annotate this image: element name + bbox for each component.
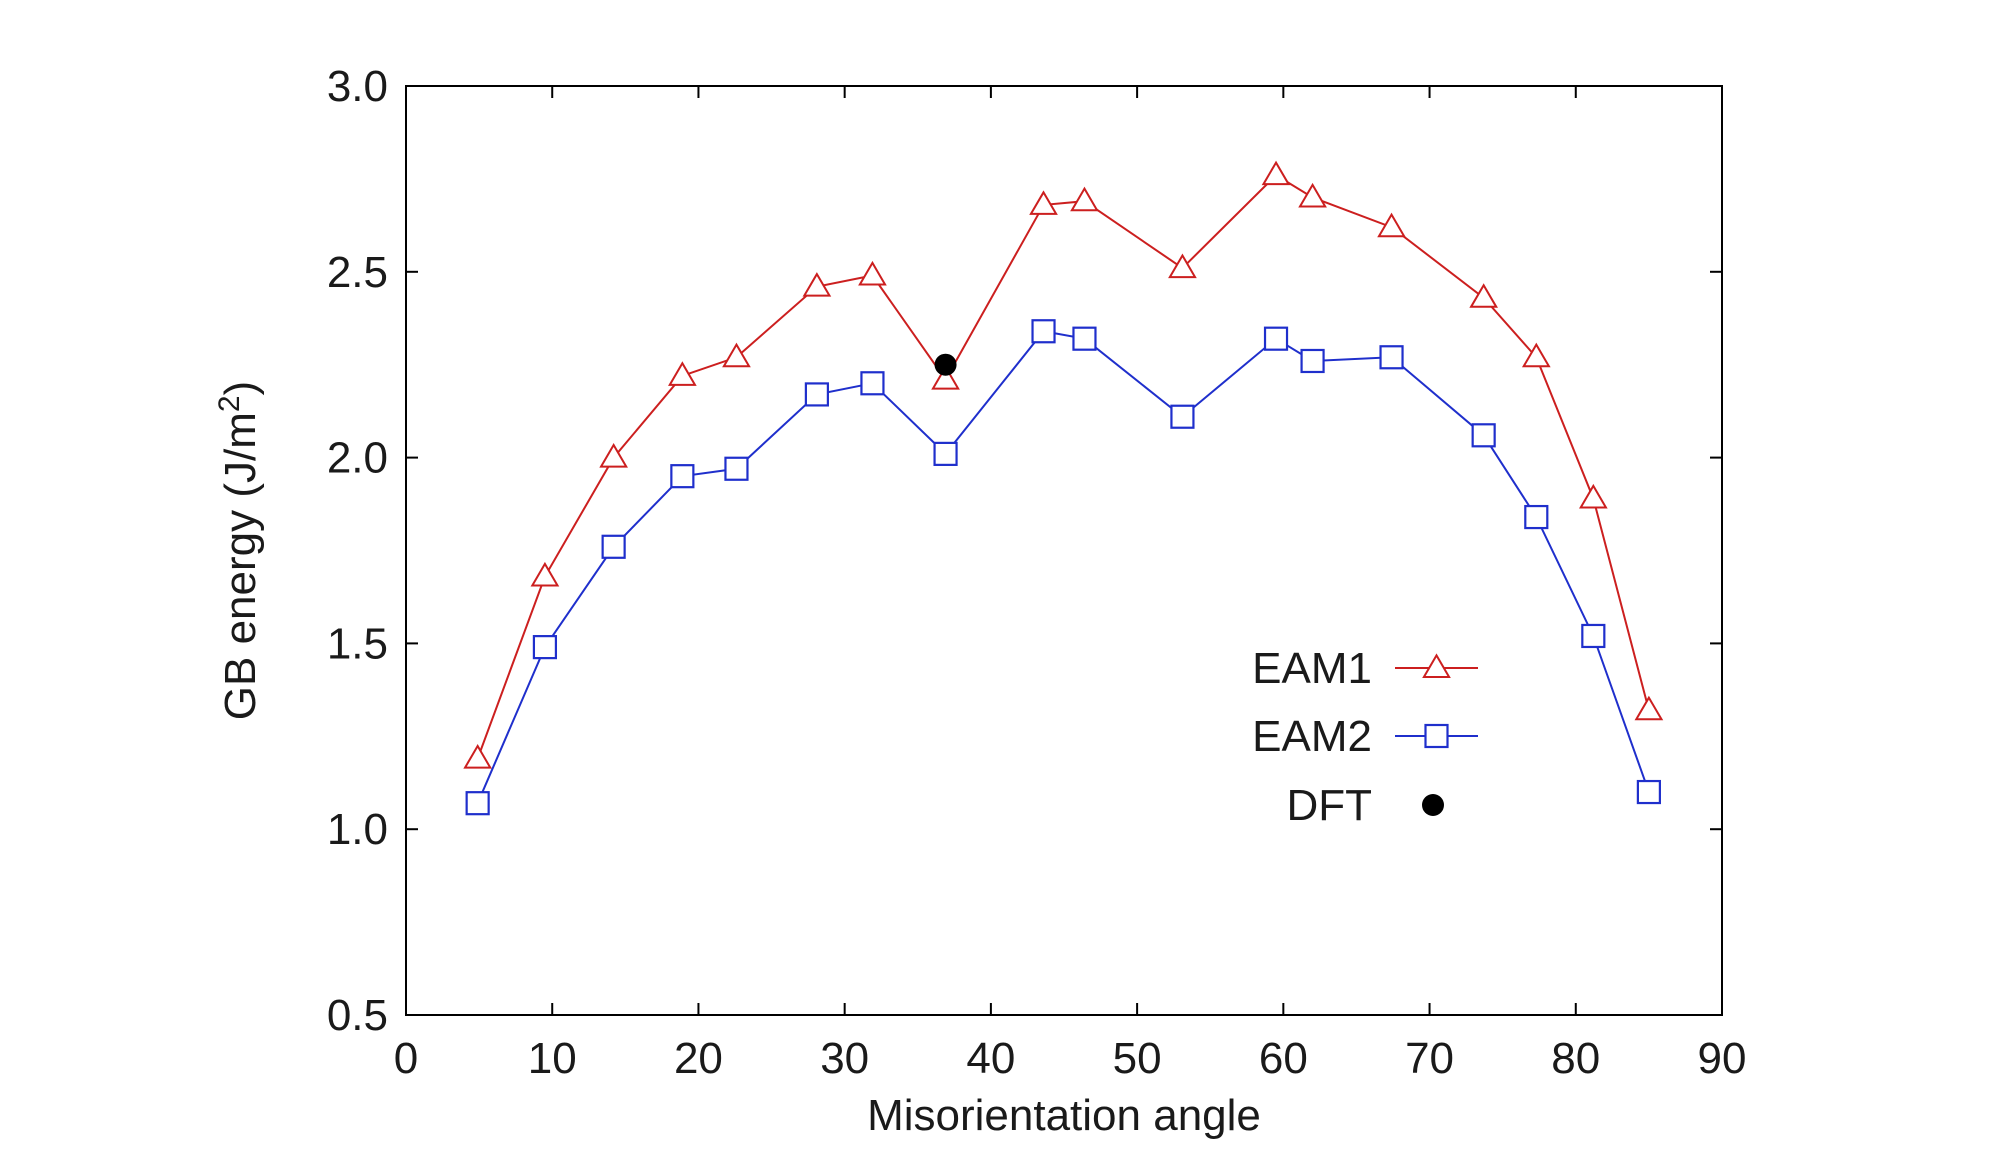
y-tick-label: 1.5: [327, 619, 388, 668]
eam2-point: [1636, 779, 1661, 805]
eam1-point: [599, 443, 628, 468]
y-axis-title-close: ): [216, 381, 265, 396]
eam1-point: [1070, 186, 1099, 212]
eam2-point: [1471, 423, 1496, 448]
y-axis-title-superscript: 2: [213, 395, 246, 412]
x-tick-label: 30: [820, 1034, 869, 1083]
eam2-point: [1524, 504, 1549, 530]
eam2-point: [465, 791, 490, 816]
x-tick-label: 0: [394, 1034, 418, 1083]
legend-marker-eam2: [1424, 723, 1449, 749]
eam2-point: [670, 464, 695, 489]
dft-point: [934, 353, 957, 376]
eam2-point: [1170, 404, 1195, 429]
axes: 0 10 20 30 40 50 60 70 80 90 0.5 1.0 1.5 2.0 2.5 3.0: [327, 62, 1747, 1083]
eam2-point: [860, 371, 885, 396]
data-series: [463, 160, 1664, 816]
legend-marker-eam1: [1422, 653, 1451, 678]
eam1-point: [931, 364, 960, 390]
legend-label-dft: DFT: [1286, 781, 1372, 830]
eam1-point: [1168, 253, 1197, 279]
y-tick-label: 3.0: [327, 62, 388, 111]
eam1-point: [668, 361, 697, 386]
x-tick-label: 80: [1551, 1034, 1600, 1083]
eam1-point: [463, 744, 492, 769]
legend: EAM1 EAM2 DFT: [1252, 644, 1478, 830]
y-tick-label: 2.0: [327, 434, 388, 483]
x-axis-title: Misorientation angle: [867, 1091, 1261, 1140]
eam1-point: [1578, 483, 1608, 509]
eam2-point: [1581, 623, 1606, 649]
x-tick-label: 40: [966, 1034, 1015, 1083]
eam1-point: [1298, 182, 1327, 208]
y-tick-label: 1.0: [327, 805, 388, 854]
eam2-point: [1072, 326, 1097, 351]
legend-label-eam1: EAM1: [1252, 644, 1372, 693]
eam2-point: [1263, 326, 1289, 351]
eam1-point: [1634, 695, 1664, 721]
eam2-point: [724, 456, 749, 481]
legend-label-eam2: EAM2: [1252, 712, 1372, 761]
eam2-point: [532, 635, 558, 660]
eam2-point: [601, 534, 626, 559]
x-tick-label: 90: [1698, 1034, 1747, 1083]
eam1-point: [530, 561, 560, 587]
plot-area: [405, 85, 1723, 1016]
eam2-point: [804, 382, 829, 407]
y-axis-title: GB energy (J/m2): [213, 381, 265, 720]
y-tick-label: 0.5: [327, 991, 388, 1040]
eam2-point: [1031, 319, 1056, 344]
x-tick-label: 60: [1259, 1034, 1308, 1083]
x-tick-label: 20: [674, 1034, 723, 1083]
y-tick-label: 2.5: [327, 248, 388, 297]
y-axis-title-main: GB energy (J/m: [216, 412, 265, 720]
eam1-point: [722, 342, 751, 368]
eam1-point: [1029, 190, 1058, 215]
eam2-point: [1379, 345, 1404, 370]
plot-frame: [405, 85, 1723, 1016]
x-tick-label: 70: [1405, 1034, 1454, 1083]
eam1-point: [858, 260, 887, 286]
legend-marker-dft: [1422, 794, 1444, 816]
eam1-point: [802, 272, 832, 297]
eam1-point: [1377, 212, 1406, 238]
eam2-point: [1300, 348, 1325, 374]
x-tick-label: 10: [528, 1034, 577, 1083]
x-tick-label: 50: [1113, 1034, 1162, 1083]
eam1-point: [1469, 283, 1498, 308]
eam1-point: [1521, 342, 1551, 368]
eam1-point: [1261, 160, 1291, 186]
eam2-point: [933, 441, 958, 466]
